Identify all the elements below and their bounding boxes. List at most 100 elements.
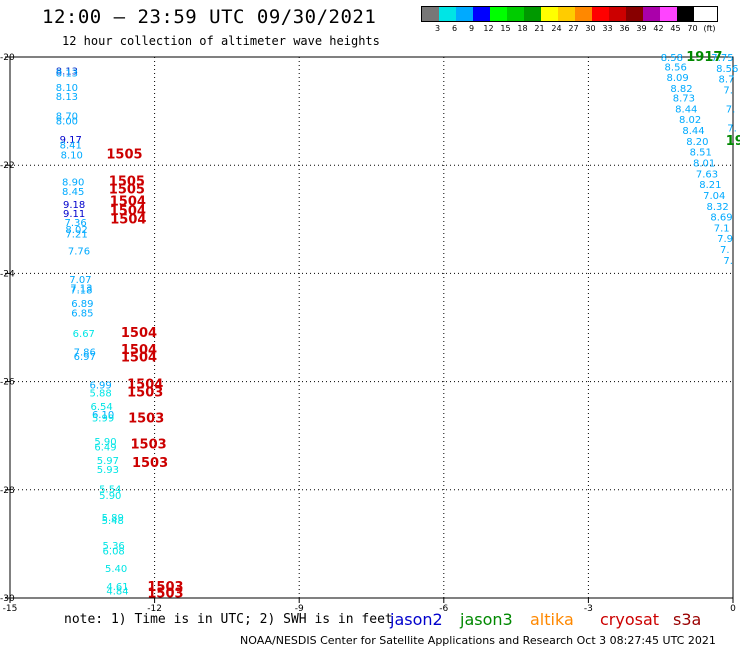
map-frame [9, 56, 734, 599]
cryosat-pass-label: 1503 [132, 456, 168, 471]
cryosat-pass-label: 1505 [106, 147, 142, 162]
wave-height-label: 8.41 [60, 141, 82, 152]
legend-swatch [558, 7, 575, 21]
cryosat-pass-label: 1504 [110, 212, 146, 227]
wave-height-label: 8.01 [693, 158, 715, 169]
legend-label: 21 [534, 24, 545, 33]
wave-height-label: 7.07 [69, 275, 91, 286]
legend-label: 24 [551, 24, 562, 33]
wave-height-label: 8.10 [61, 150, 83, 161]
wave-height-label: 8.02 [65, 225, 87, 236]
legend-swatch [439, 7, 456, 21]
wave-height-label: 8.7 [719, 75, 735, 86]
wave-height-label: 5.48 [102, 516, 124, 527]
cryosat-pass-label: 1504 [121, 343, 157, 358]
legend-label: 15 [500, 24, 511, 33]
wave-height-label: 8.58 [661, 53, 683, 64]
cryosat-pass-label: 1503 [147, 580, 183, 595]
wave-height-label: 6.89 [71, 299, 93, 310]
wave-height-label: 8.44 [682, 126, 704, 137]
wave-height-label: 6.08 [103, 546, 125, 557]
legend-swatch [473, 7, 490, 21]
wave-height-label: 6.85 [71, 308, 93, 319]
wave-height-label: 7. [723, 256, 733, 267]
cryosat-pass-label: 1503 [147, 587, 183, 602]
wave-height-label: 8.21 [699, 180, 721, 191]
legend-swatch [626, 7, 643, 21]
cryosat-pass-label: 1504 [121, 350, 157, 365]
wave-height-label: 5.90 [99, 491, 121, 502]
wave-height-label: 7. [720, 245, 730, 256]
legend-swatch [456, 7, 473, 21]
legend-swatch [643, 7, 660, 21]
wave-height-label: 7.21 [65, 229, 87, 240]
satellite-cryosat: cryosat [600, 610, 660, 629]
legend-swatch [575, 7, 592, 21]
wave-height-label: 9.11 [63, 209, 85, 220]
wave-height-label: 7.1 [714, 223, 730, 234]
wave-height-label: 8.13 [56, 92, 78, 103]
wave-height-label: 5.88 [90, 388, 112, 399]
wave-height-label: 8.69 [710, 213, 732, 224]
cryosat-pass-label: 1504 [127, 377, 163, 392]
footer-note: note: 1) Time is in UTC; 2) SWH is in fe… [64, 612, 393, 627]
latitude-label: -22 [0, 161, 15, 171]
wave-height-label: 8.56 [716, 64, 738, 75]
wave-height-label: 8.90 [62, 177, 84, 188]
wave-height-label: 9.17 [60, 135, 82, 146]
page-title: 12:00 – 23:59 UTC 09/30/2021 [42, 6, 377, 28]
cryosat-pass-label: 1503 [131, 437, 167, 452]
legend-swatch [422, 7, 439, 21]
legend-swatch [677, 7, 694, 21]
legend-label: 9 [468, 24, 475, 33]
wave-height-label: 9.18 [63, 200, 85, 211]
cryosat-pass-label: 1504 [110, 204, 146, 219]
longitude-label: -15 [3, 604, 18, 614]
legend-swatch [660, 7, 677, 21]
legend-label: 39 [636, 24, 647, 33]
wave-height-label: 7.04 [703, 191, 725, 202]
legend-swatch [609, 7, 626, 21]
wave-height-label: 4.61 [106, 582, 128, 593]
legend-swatch [541, 7, 558, 21]
wave-height-label: 7.36 [64, 218, 86, 229]
legend-swatch [524, 7, 541, 21]
wave-height-label: 5.97 [97, 456, 119, 467]
cryosat-pass-label: 1504 [121, 326, 157, 341]
wave-height-label: 8.10 [56, 83, 78, 94]
wave-height-label: 7.86 [74, 347, 96, 358]
legend-swatch [507, 7, 524, 21]
wave-height-label: 8.00 [56, 116, 78, 127]
wave-height-label: 7.75 [711, 53, 733, 64]
legend-label: 70 [687, 24, 698, 33]
wave-height-label: 8.51 [690, 148, 712, 159]
wave-height-label: 6.97 [74, 352, 96, 363]
wave-height-label: 4.84 [106, 586, 128, 597]
wave-height-label: 6.49 [94, 443, 116, 454]
wave-height-label: 7.18 [70, 286, 92, 297]
legend-label: 42 [653, 24, 664, 33]
legend-label: 6 [451, 24, 458, 33]
page-subtitle: 12 hour collection of altimeter wave hei… [62, 34, 380, 48]
longitude-label: -12 [147, 604, 162, 614]
legend-swatch [592, 7, 609, 21]
wave-height-label: 5.93 [97, 465, 119, 476]
wave-height-label: 7. [726, 104, 736, 115]
legend-swatch [490, 7, 507, 21]
legend-swatches [421, 6, 718, 22]
longitude-label: -9 [295, 604, 304, 614]
legend-label: 27 [568, 24, 579, 33]
longitude-label: -6 [439, 604, 448, 614]
legend-label: 45 [670, 24, 681, 33]
wave-height-label: 7.63 [696, 169, 718, 180]
footer-credit: NOAA/NESDIS Center for Satellite Applica… [240, 634, 716, 647]
jason3-pass-label: 1917 [686, 50, 722, 65]
latitude-label: -24 [0, 269, 15, 279]
wave-height-label: 6.54 [90, 402, 112, 413]
color-legend: 3 6 9 12 15 18 21 24 27 30 33 36 39 42 45 70 (ft) [421, 6, 718, 33]
wave-height-label: 8.02 [679, 115, 701, 126]
satellite-s3a: s3a [673, 610, 702, 629]
cryosat-pass-label: 1505 [109, 174, 145, 189]
satellite-jason3: jason3 [460, 610, 513, 629]
